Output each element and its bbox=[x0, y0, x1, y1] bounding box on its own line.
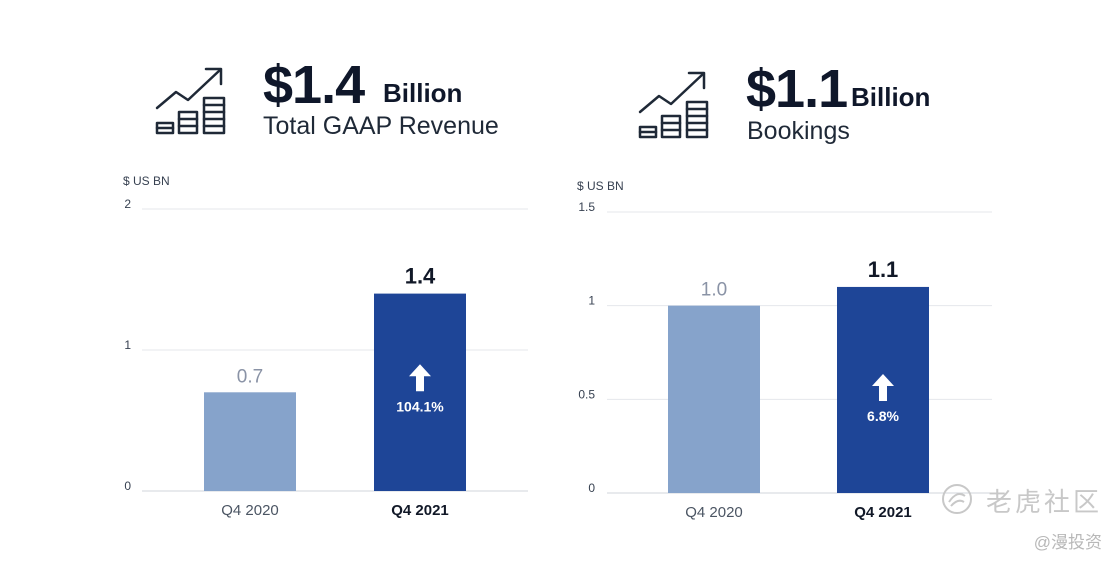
y-tick-label: 1 bbox=[588, 294, 595, 308]
growth-percent-label: 6.8% bbox=[867, 408, 899, 424]
x-category-label: Q4 2020 bbox=[221, 502, 279, 519]
revenue-bar-chart: $ US BN 0 1 2 0.7 Q4 2020 1.4 Q4 2021 104.1% bbox=[123, 174, 528, 519]
kpi-label: Bookings bbox=[747, 117, 850, 145]
up-arrow-icon bbox=[872, 373, 894, 401]
y-tick-label: 0.5 bbox=[578, 387, 595, 401]
y-unit-label: $ US BN bbox=[577, 179, 624, 193]
x-category-label: Q4 2020 bbox=[685, 504, 743, 521]
bar-value-label: 1.0 bbox=[701, 280, 727, 301]
revenue-panel: $1.4 Billion Total GAAP Revenue $ US BN … bbox=[123, 55, 528, 519]
kpi-value: $1.1 bbox=[746, 59, 848, 119]
bar bbox=[374, 293, 466, 491]
watermark-handle: @漫投资 bbox=[1033, 533, 1102, 552]
bar-value-label: 0.7 bbox=[237, 366, 263, 387]
y-unit-label: $ US BN bbox=[123, 174, 170, 188]
kpi-unit: Billion bbox=[851, 82, 931, 112]
y-tick-label: 1.5 bbox=[578, 200, 595, 214]
bar bbox=[668, 305, 760, 493]
bookings-bar-chart: $ US BN 0 0.5 1 1.5 1.0 Q4 2020 1.1 Q4 2021 6.8… bbox=[577, 179, 992, 521]
growth-percent-label: 104.1% bbox=[396, 398, 444, 414]
bar bbox=[204, 392, 296, 491]
y-tick-label: 0 bbox=[588, 481, 595, 495]
bookings-panel: $1.1 Billion Bookings $ US BN 0 0.5 1 1.5 1… bbox=[560, 0, 1120, 562]
bar-value-label: 1.1 bbox=[868, 257, 899, 282]
y-tick-label: 2 bbox=[124, 197, 131, 211]
growth-chart-icon bbox=[638, 71, 709, 139]
kpi-unit: Billion bbox=[383, 78, 463, 108]
up-arrow-icon bbox=[409, 364, 431, 392]
y-tick-label: 1 bbox=[124, 338, 131, 352]
growth-chart-icon bbox=[155, 67, 226, 135]
x-category-label: Q4 2021 bbox=[854, 504, 912, 521]
x-category-label: Q4 2021 bbox=[391, 502, 449, 519]
kpi-label: Total GAAP Revenue bbox=[263, 112, 499, 140]
watermark-text: 老虎社区 bbox=[985, 487, 1102, 517]
y-tick-label: 0 bbox=[124, 479, 131, 493]
tiger-logo-icon bbox=[942, 484, 972, 514]
kpi-value: $1.4 bbox=[263, 55, 365, 115]
bar-value-label: 1.4 bbox=[405, 264, 436, 289]
